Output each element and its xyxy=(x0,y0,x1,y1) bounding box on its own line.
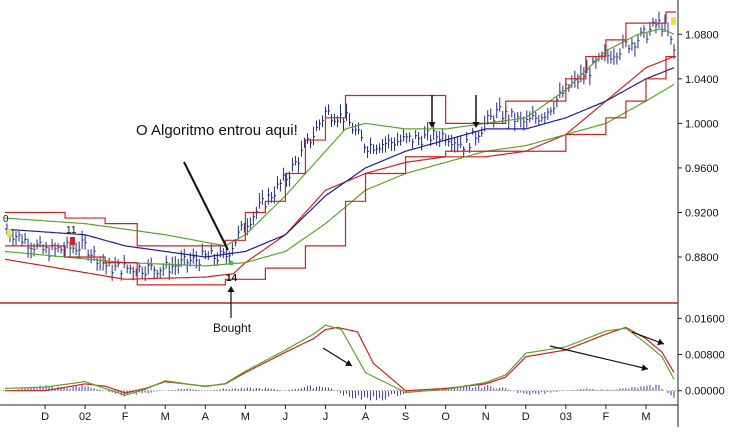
time-tick-label: O xyxy=(441,411,450,423)
time-tick-label: 02 xyxy=(79,411,91,423)
price-tick-label: 0.9200 xyxy=(685,207,719,219)
divergence-arrow-2-shaft xyxy=(549,345,649,370)
time-tick-label: A xyxy=(202,411,210,423)
annotation-left-edge-text: 0 xyxy=(3,214,9,225)
annotation-bar-count-text: 14 xyxy=(226,273,238,284)
time-tick-label: J xyxy=(283,411,289,423)
time-tick-label: D xyxy=(522,411,530,423)
top-arrow-head-0 xyxy=(428,122,436,128)
peak-marker-yellow xyxy=(671,17,676,25)
top-arrow-head-1 xyxy=(472,122,480,128)
annotation-entry-text: O Algoritmo entrou aqui! xyxy=(136,122,298,139)
price-bars xyxy=(6,11,676,282)
annotation-bought-text: Bought xyxy=(213,321,252,335)
divergence-arrow-1-head xyxy=(345,359,352,366)
band-step-line-5 xyxy=(5,11,676,247)
time-tick-label: D xyxy=(41,411,49,423)
price-tick-label: 1.0800 xyxy=(685,29,719,41)
time-tick-label: S xyxy=(402,411,409,423)
time-tick-label: M xyxy=(161,411,170,423)
bought-arrow-head xyxy=(227,286,235,292)
left-marker-red xyxy=(70,237,75,245)
indicator-series xyxy=(5,324,675,401)
left-marker-yellow xyxy=(7,229,11,237)
divergence-arrow-3-head xyxy=(657,338,664,346)
indicator-tick-label: 0.00800 xyxy=(685,350,725,362)
price-tick-label: 1.0400 xyxy=(685,74,719,86)
indicator-tick-label: 0.00000 xyxy=(685,386,725,398)
indicator-line-2 xyxy=(5,324,675,396)
divergence-arrow-2-head xyxy=(641,364,648,372)
entry-marker xyxy=(228,260,234,266)
annotation-left-count-text: 11 xyxy=(66,225,77,236)
time-tick-label: 03 xyxy=(560,411,572,423)
moving-average-line-4 xyxy=(4,28,675,247)
time-tick-label: A xyxy=(362,411,370,423)
price-tick-label: 1.0000 xyxy=(685,118,719,130)
time-tick-label: J xyxy=(323,411,329,423)
time-tick-label: M xyxy=(241,411,250,423)
indicator-tick-label: 0.01600 xyxy=(685,313,725,325)
price-series xyxy=(4,11,676,286)
band-step-line-6 xyxy=(5,55,676,286)
time-tick-label: M xyxy=(641,411,650,423)
moving-average-line-2 xyxy=(4,83,675,267)
price-tick-label: 0.9600 xyxy=(685,163,719,175)
time-tick-label: F xyxy=(603,411,610,423)
entry-pointer-line xyxy=(183,161,229,251)
annotations: O Algoritmo entrou aqui! Bought 14 11 0 xyxy=(3,17,676,372)
axis-labels: 1.0800 1.0400 1.0000 0.9600 0.9200 0.8800 0.01… xyxy=(41,29,725,423)
time-tick-label: F xyxy=(122,411,129,423)
price-tick-label: 0.8800 xyxy=(685,252,719,264)
moving-average-line-3 xyxy=(4,67,675,258)
indicator-line-1 xyxy=(5,326,675,394)
time-tick-label: N xyxy=(482,411,490,423)
chart-frame xyxy=(0,0,679,427)
